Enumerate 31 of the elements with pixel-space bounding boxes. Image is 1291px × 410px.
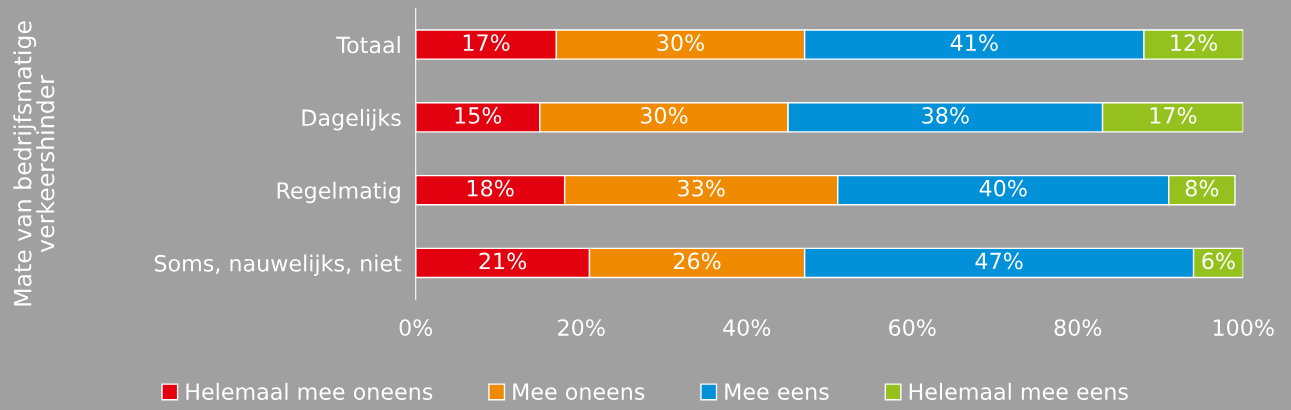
data-label: 30% — [640, 107, 688, 124]
y-tick-label: Soms, nauwelijks, niet — [154, 254, 402, 276]
data-label: 17% — [1150, 107, 1197, 124]
data-label: 21% — [479, 252, 527, 270]
data-label: 26% — [673, 252, 721, 270]
data-label: 17% — [463, 34, 510, 52]
data-label: 12% — [1171, 34, 1218, 52]
x-tick-label: 80% — [1054, 319, 1102, 336]
data-label: 15% — [455, 107, 502, 124]
legend-label: Mee oneens — [513, 383, 645, 401]
y-tick-label: Totaal — [336, 36, 400, 54]
data-label: 41% — [950, 34, 998, 52]
data-label: 40% — [979, 179, 1027, 197]
y-tick-label: Regelmatig — [277, 181, 400, 204]
x-tick-label: 60% — [889, 319, 936, 336]
x-tick-label: 20% — [558, 319, 605, 336]
data-label: 33% — [678, 179, 725, 197]
data-label: 47% — [975, 252, 1023, 270]
data-label: 30% — [657, 34, 704, 52]
data-label: 8% — [1185, 179, 1219, 197]
legend-label: Helemaal mee eens — [909, 382, 1128, 401]
x-tick-label: 100% — [1213, 319, 1274, 336]
x-tick-label: 0% — [399, 319, 433, 336]
legend-label: Helemaal mee oneens — [186, 382, 433, 401]
x-tick-label: 40% — [723, 319, 771, 336]
data-label: 18% — [467, 179, 514, 197]
y-tick-label: Dagelijks — [302, 108, 401, 131]
data-label: 6% — [1202, 252, 1235, 270]
legend-label: Mee eens — [725, 383, 829, 401]
data-label: 38% — [922, 107, 969, 124]
y-axis-title: Mate van bedrijfsmatige verkeershinder — [13, 21, 55, 306]
